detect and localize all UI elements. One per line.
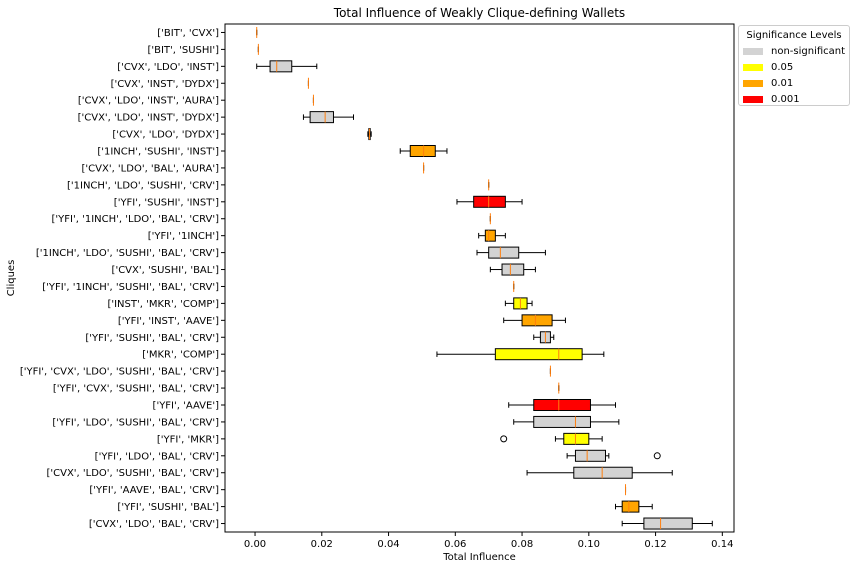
- y-tick-label: ['YFI', 'AAVE', 'BAL', 'CRV']: [89, 485, 219, 496]
- x-tick-label: 0.08: [511, 539, 533, 550]
- x-tick-label: 0.00: [244, 539, 266, 550]
- box: [574, 449, 606, 462]
- x-tick-label: 0.12: [644, 539, 666, 550]
- legend-label-0-001: 0.001: [771, 93, 800, 105]
- outlier-point: [500, 435, 508, 443]
- y-tick-label: ['CVX', 'LDO', 'INST']: [117, 62, 219, 73]
- legend-label-0-01: 0.01: [771, 77, 794, 89]
- legend-swatch-0-001: [743, 95, 763, 103]
- y-tick-label: ['YFI', 'SUSHI', 'BAL', 'CRV']: [85, 333, 219, 344]
- y-tick-label: ['CVX', 'LDO', 'BAL', 'CRV']: [89, 519, 219, 530]
- box: [488, 246, 520, 259]
- y-tick-label: ['CVX', 'LDO', 'INST', 'AURA']: [78, 96, 219, 107]
- y-tick-label: ['CVX', 'SUSHI', 'BAL']: [112, 265, 220, 276]
- legend-swatch-0-05: [743, 63, 763, 71]
- y-tick-label: ['CVX', 'LDO', 'SUSHI', 'BAL', 'CRV']: [46, 468, 219, 479]
- y-tick-label: ['1INCH', 'SUSHI', 'INST']: [97, 147, 219, 158]
- box: [409, 144, 436, 158]
- legend-label-0-05: 0.05: [771, 61, 794, 73]
- y-tick-label: ['YFI', 'CVX', 'LDO', 'SUSHI', 'BAL', 'C…: [20, 367, 219, 378]
- box: [309, 111, 334, 124]
- legend-label-non-significant: non-significant: [771, 45, 846, 57]
- legend-swatch-0-01: [743, 79, 763, 87]
- y-tick-label: ['CVX', 'LDO', 'INST', 'DYDX']: [78, 113, 219, 124]
- chart-title: Total Influence of Weakly Clique-definin…: [333, 6, 625, 20]
- y-tick-label: ['YFI', 'CVX', 'SUSHI', 'BAL', 'CRV']: [53, 384, 219, 395]
- box: [533, 398, 591, 412]
- y-tick-label: ['YFI', 'LDO', 'BAL', 'CRV']: [95, 451, 219, 462]
- y-tick-label: ['1INCH', 'LDO', 'SUSHI', 'BAL', 'CRV']: [36, 248, 219, 259]
- x-tick-label: 0.02: [311, 539, 333, 550]
- box: [643, 517, 693, 530]
- y-tick-label: ['YFI', 'AAVE']: [153, 401, 220, 412]
- y-tick-label: ['YFI', '1INCH', 'LDO', 'BAL', 'CRV']: [52, 214, 220, 225]
- x-axis-label: Total Influence: [442, 552, 516, 563]
- box: [563, 432, 590, 445]
- legend-item-0-05: 0.05: [739, 59, 849, 75]
- y-tick-label: ['INST', 'MKR', 'COMP']: [107, 299, 219, 310]
- y-tick-label: ['BIT', 'CVX']: [157, 28, 219, 39]
- box: [473, 195, 506, 208]
- legend-item-non-significant: non-significant: [739, 43, 849, 59]
- y-tick-label: ['YFI', '1INCH']: [148, 231, 219, 242]
- legend-item-0-001: 0.001: [739, 91, 849, 107]
- y-tick-label: ['YFI', 'LDO', 'SUSHI', 'BAL', 'CRV']: [52, 417, 219, 428]
- y-tick-label: ['CVX', 'LDO', 'BAL', 'AURA']: [82, 163, 220, 174]
- box: [494, 348, 583, 361]
- y-tick-label: ['YFI', 'SUSHI', 'INST']: [114, 197, 219, 208]
- y-tick-label: ['CVX', 'INST', 'DYDX']: [111, 79, 219, 90]
- y-tick-label: ['1INCH', 'LDO', 'SUSHI', 'CRV']: [67, 180, 219, 191]
- box: [533, 415, 591, 428]
- legend: Significance Levels non-significant 0.05…: [738, 25, 850, 106]
- box: [501, 263, 525, 276]
- box: [573, 466, 633, 479]
- outlier-point: [653, 452, 661, 460]
- y-tick-label: ['CVX', 'LDO', 'DYDX']: [112, 130, 219, 141]
- x-tick-label: 0.10: [578, 539, 600, 550]
- box: [621, 500, 640, 513]
- box: [521, 314, 553, 327]
- y-tick-label: ['YFI', 'MKR']: [157, 434, 219, 445]
- box: [269, 60, 293, 73]
- y-tick-label: ['BIT', 'SUSHI']: [147, 45, 219, 56]
- plot-frame: [224, 23, 735, 533]
- y-tick-label: ['YFI', 'INST', 'AAVE']: [118, 316, 219, 327]
- x-tick-label: 0.06: [444, 539, 466, 550]
- legend-title: Significance Levels: [746, 30, 842, 41]
- y-tick-label: ['MKR', 'COMP']: [142, 350, 219, 361]
- x-tick-label: 0.04: [377, 539, 399, 550]
- y-tick-label: ['YFI', '1INCH', 'SUSHI', 'BAL', 'CRV']: [42, 282, 219, 293]
- box: [484, 229, 496, 242]
- legend-item-0-01: 0.01: [739, 75, 849, 91]
- legend-swatch-non-significant: [743, 47, 763, 55]
- x-tick-label: 0.14: [711, 539, 733, 550]
- y-axis-label: Cliques: [6, 260, 17, 297]
- y-tick-label: ['YFI', 'SUSHI', 'BAL']: [117, 502, 219, 513]
